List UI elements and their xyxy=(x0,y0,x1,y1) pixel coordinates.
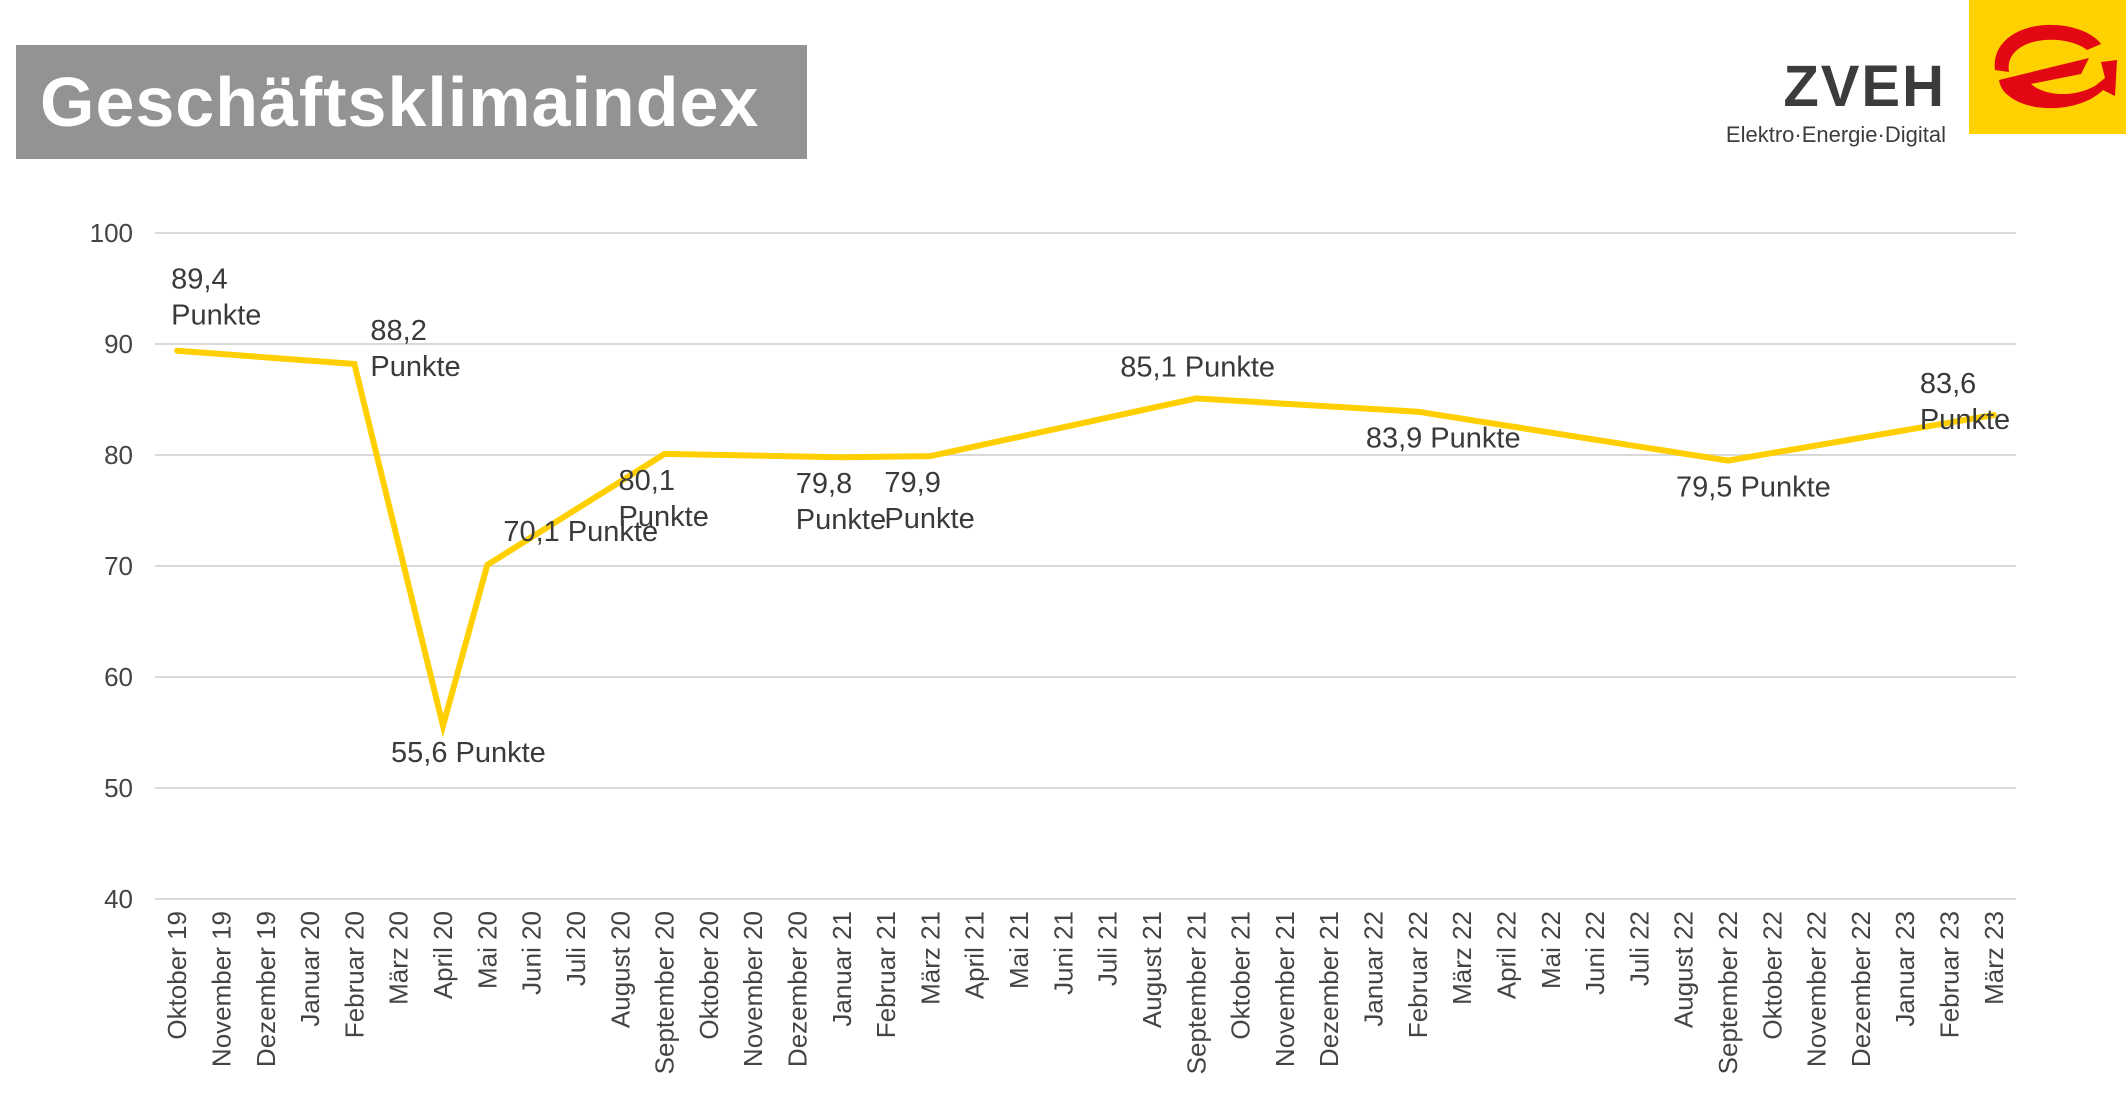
y-tick-label: 50 xyxy=(104,773,133,803)
x-tick-label: Januar 20 xyxy=(295,911,325,1027)
data-label-line: 79,8 xyxy=(796,468,852,500)
data-label-line: Punkte xyxy=(171,300,261,332)
x-tick-label: Mai 20 xyxy=(472,911,502,989)
x-tick-label: März 21 xyxy=(915,911,945,1005)
x-tick-label: November 22 xyxy=(1802,911,1832,1067)
x-tick-label: Februar 20 xyxy=(339,911,369,1038)
x-tick-label: Januar 22 xyxy=(1359,911,1389,1027)
x-tick-label: Oktober 19 xyxy=(162,911,192,1040)
x-tick-label: Juni 22 xyxy=(1580,911,1610,995)
x-tick-label: April 22 xyxy=(1491,911,1521,999)
data-label-line: Punkte xyxy=(370,351,460,383)
x-tick-label: Februar 22 xyxy=(1403,911,1433,1038)
y-tick-label: 90 xyxy=(104,329,133,359)
x-tick-label: Februar 21 xyxy=(871,911,901,1038)
data-label: 55,6 Punkte xyxy=(391,737,546,769)
y-tick-label: 80 xyxy=(104,440,133,470)
data-label-line: 88,2 xyxy=(370,315,426,347)
y-tick-label: 70 xyxy=(104,551,133,581)
data-label-line: 85,1 Punkte xyxy=(1120,351,1275,383)
data-label: 79,8 Punkte xyxy=(796,468,886,536)
data-label-line: 83,6 xyxy=(1920,368,1976,400)
data-label: 79,5 Punkte xyxy=(1676,472,1831,504)
data-label-line: Punkte xyxy=(619,501,709,533)
x-tick-label: September 22 xyxy=(1713,911,1743,1074)
x-tick-label: März 22 xyxy=(1447,911,1477,1005)
x-axis-ticks: Oktober 19 November 19 Dezember 19 Januar 2… xyxy=(162,911,2009,1074)
data-label-line: Punkte xyxy=(1920,404,2010,436)
x-tick-label: Februar 23 xyxy=(1935,911,1965,1038)
x-tick-label: September 21 xyxy=(1181,911,1211,1074)
data-label-line: Punkte xyxy=(796,504,886,536)
x-tick-label: Dezember 21 xyxy=(1314,911,1344,1067)
y-axis-ticks: 100 90 80 70 60 50 40 xyxy=(90,218,133,914)
x-tick-label: November 19 xyxy=(206,911,236,1067)
y-tick-label: 100 xyxy=(90,218,133,248)
logo-swirl-icon xyxy=(1994,24,2117,109)
y-tick-label: 60 xyxy=(104,662,133,692)
page-title: Geschäftsklimaindex xyxy=(40,63,760,141)
x-tick-label: Mai 21 xyxy=(1004,911,1034,989)
grid-lines xyxy=(155,232,2016,900)
data-label-line: 79,5 Punkte xyxy=(1676,472,1831,504)
data-label: 85,1 Punkte xyxy=(1120,351,1275,383)
series-line xyxy=(174,347,1997,738)
x-tick-label: Dezember 20 xyxy=(782,911,812,1067)
data-label-line: 79,9 xyxy=(884,467,940,499)
x-tick-label: April 20 xyxy=(428,911,458,999)
x-tick-label: September 20 xyxy=(650,911,680,1074)
data-label: 83,9 Punkte xyxy=(1366,423,1521,455)
data-label: 83,6 Punkte xyxy=(1920,368,2010,436)
x-tick-label: April 21 xyxy=(960,911,990,999)
data-label: 80,1 Punkte xyxy=(619,465,709,533)
x-tick-label: Januar 23 xyxy=(1890,911,1920,1027)
x-tick-label: März 20 xyxy=(384,911,414,1005)
x-tick-label: Januar 21 xyxy=(827,911,857,1027)
x-tick-label: November 20 xyxy=(738,911,768,1067)
data-label-line: Punkte xyxy=(884,503,974,535)
x-tick-label: August 22 xyxy=(1669,911,1699,1028)
x-tick-label: Oktober 20 xyxy=(694,911,724,1040)
x-tick-label: Dezember 19 xyxy=(251,911,281,1067)
x-tick-label: Oktober 21 xyxy=(1226,911,1256,1040)
data-labels: 89,4 Punkte 88,2 Punkte 55,6 Punkte 70,1 Punk… xyxy=(171,264,2010,769)
data-label: 70,1 Punkte xyxy=(503,516,658,548)
data-label-line: 55,6 Punkte xyxy=(391,737,546,769)
x-tick-label: Mai 22 xyxy=(1536,911,1566,989)
x-tick-label: August 20 xyxy=(605,911,635,1028)
logo-name: ZVEH xyxy=(1783,54,1946,119)
title-banner: Geschäftsklimaindex xyxy=(16,45,807,159)
data-label: 79,9 Punkte xyxy=(884,467,974,535)
data-label-line: 89,4 xyxy=(171,264,227,296)
y-tick-label: 40 xyxy=(104,884,133,914)
data-label-line: 70,1 Punkte xyxy=(503,516,658,548)
x-tick-label: Juli 20 xyxy=(561,911,591,986)
x-tick-label: Juli 21 xyxy=(1093,911,1123,986)
zveh-logo: ZVEH Elektro·Energie·Digital xyxy=(1586,0,2126,147)
data-label: 88,2 Punkte xyxy=(370,315,460,383)
logo-tagline: Elektro·Energie·Digital xyxy=(1725,122,1946,147)
x-tick-label: März 23 xyxy=(1979,911,2009,1005)
data-label-line: 80,1 xyxy=(619,465,675,497)
logo-emblem xyxy=(1969,0,2126,134)
x-tick-label: Juli 22 xyxy=(1624,911,1654,986)
series-line-layer xyxy=(174,347,1997,738)
x-tick-label: August 21 xyxy=(1137,911,1167,1028)
x-tick-label: Juni 21 xyxy=(1048,911,1078,995)
data-label: 89,4 Punkte xyxy=(171,264,261,332)
x-tick-label: November 21 xyxy=(1270,911,1300,1067)
x-tick-label: Oktober 22 xyxy=(1757,911,1787,1040)
x-tick-label: Dezember 22 xyxy=(1846,911,1876,1067)
data-label-line: 83,9 Punkte xyxy=(1366,423,1521,455)
logo-text-block: ZVEH Elektro·Energie·Digital xyxy=(1726,58,1946,148)
x-tick-label: Juni 20 xyxy=(517,911,547,995)
